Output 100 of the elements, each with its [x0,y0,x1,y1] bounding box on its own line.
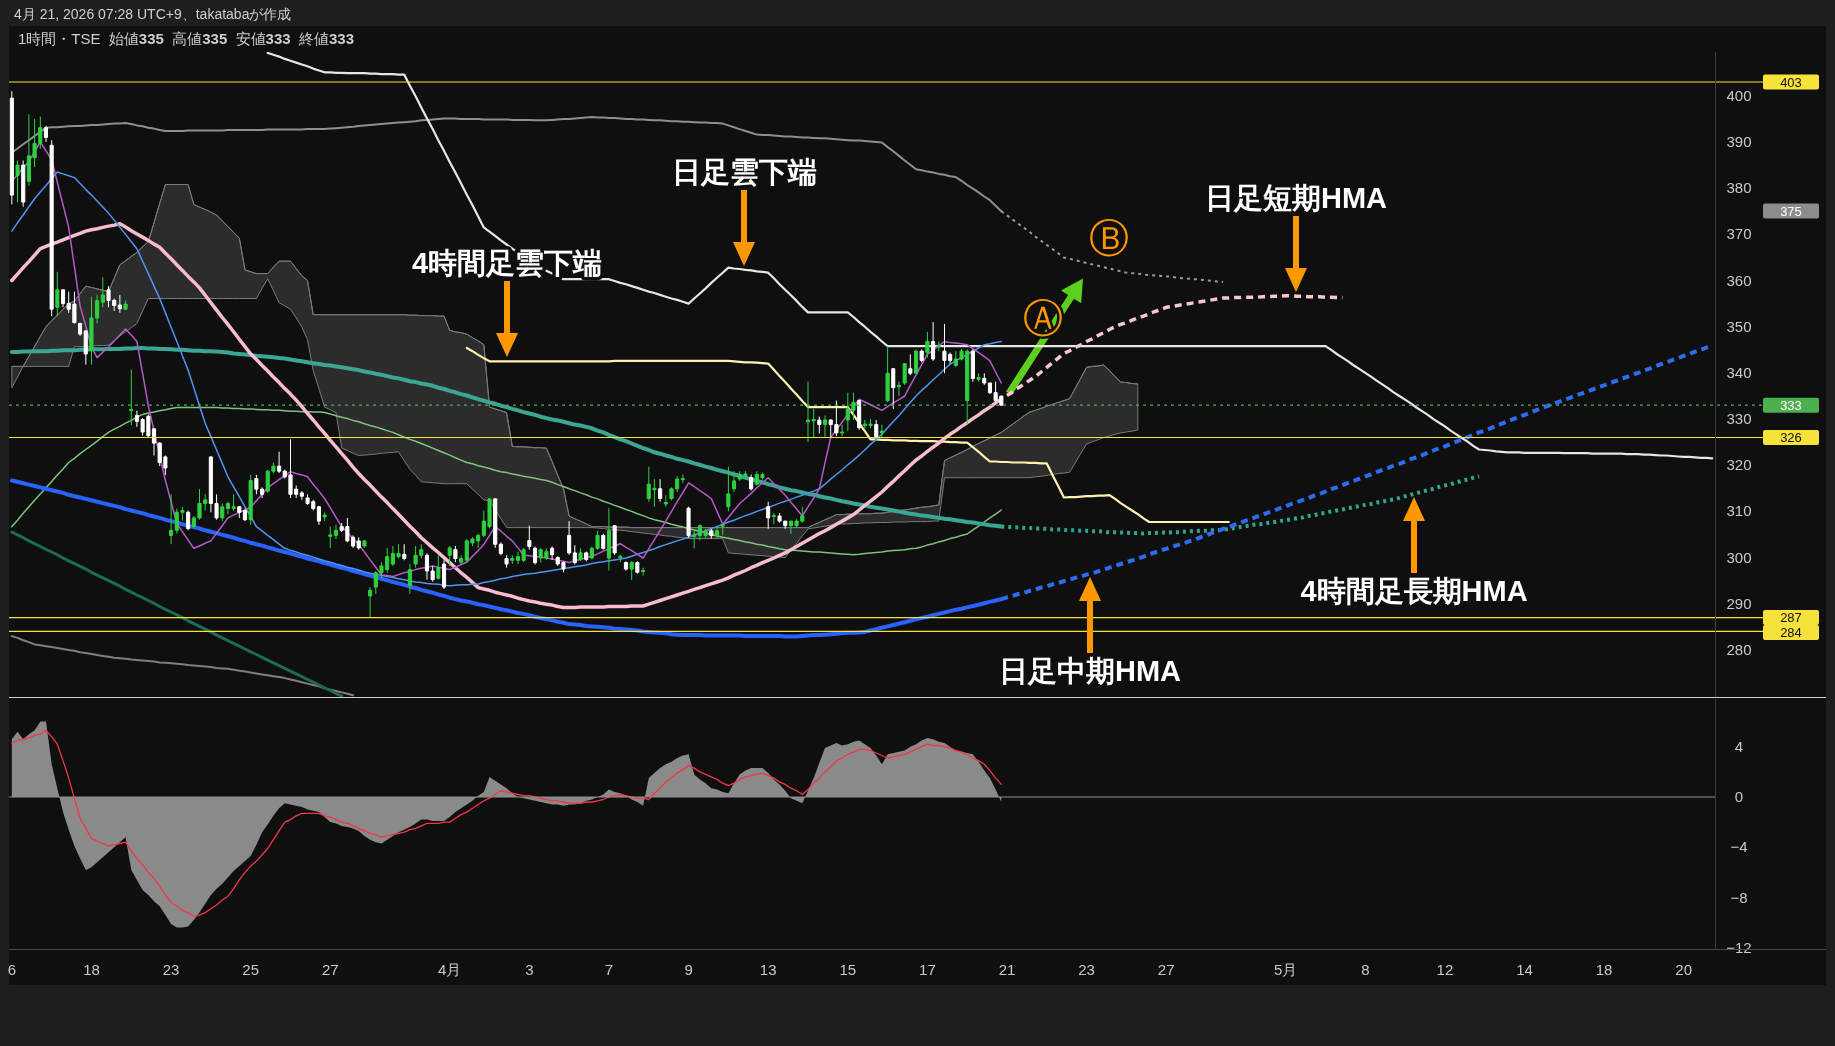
candlestick [606,507,611,571]
candlestick [55,271,60,317]
candlestick [220,503,225,522]
candlestick [123,299,128,311]
y-tick-label: 280 [1726,640,1752,658]
x-tick-label: 27 [1157,961,1175,978]
candlestick [248,474,253,526]
candlestick [823,414,828,438]
candlestick [407,563,412,595]
x-tick-label: 14 [1516,961,1533,978]
x-tick-label: 23 [1078,961,1095,978]
y-tick-label: 290 [1726,594,1752,612]
candlestick [732,470,737,493]
candlestick [78,322,83,337]
line-series [465,346,1230,524]
text: 375 [1780,203,1802,219]
annotation: Ⓑ [1089,216,1129,260]
x-tick-label: 15 [839,961,857,978]
y-tick-label: 340 [1726,363,1752,381]
candlestick [766,501,771,530]
x-tick-label: 9 [684,961,693,978]
candlestick [874,419,879,438]
y-tick-label: 0 [1734,788,1744,805]
ref-line-label: 326 [1780,430,1802,445]
candlestick [623,560,629,571]
x-tick-label: 20 [1675,961,1693,978]
candlestick [572,544,577,565]
y-tick-label: 310 [1726,502,1752,520]
x-tick-label: 8 [1361,961,1370,978]
y-tick-label: −8 [1730,888,1748,906]
candlestick [368,586,373,618]
x-tick-label: 17 [919,961,936,978]
candlestick [914,348,919,374]
candlestick [840,424,845,437]
ref-line-label: 333 [1780,397,1802,413]
y-tick-label: 300 [1726,548,1752,566]
candlestick [504,554,509,569]
ref-line-label: 403 [1780,74,1802,90]
candlestick [578,547,583,562]
x-tick-label: 4月 [438,961,462,978]
candlestick [447,545,452,567]
candlestick [709,528,714,540]
candlestick [641,567,646,577]
x-tick-label: 18 [83,961,100,978]
candlestick [771,512,776,525]
candlestick [936,341,941,352]
candlestick [635,560,640,575]
x-tick-label: 21 [998,961,1016,978]
chart-title: 1時間・TSE 始値335 高値335 安値333 終値333 [18,30,355,47]
candlestick [117,294,122,314]
candlestick [15,160,20,203]
candlestick [436,554,441,581]
y-tick-label: 330 [1726,410,1752,428]
line-series [1005,294,1345,398]
ref-line-label: 284 [1780,625,1802,641]
candlestick [100,276,105,308]
candlestick [931,321,936,362]
candlestick [356,536,361,551]
line-series [11,406,1003,556]
candlestick [186,510,191,531]
candlestick [299,490,304,501]
x-tick-label: 27 [321,961,339,978]
x-tick-label: 18 [1595,961,1613,978]
y-tick-label: 400 [1726,86,1752,104]
candlestick [817,416,822,434]
candlestick [277,451,282,474]
candlestick [618,554,623,563]
candlestick [726,466,731,512]
candlestick [658,478,663,503]
candlestick [567,520,572,556]
candlestick [629,560,634,581]
candlestick [885,345,890,403]
candlestick [49,139,54,317]
y-tick-label: 390 [1726,133,1752,150]
x-tick-label: 23 [162,961,180,978]
candlestick [402,543,407,561]
candlestick [584,551,589,562]
candlestick [749,474,754,492]
x-tick-label: 25 [242,961,260,978]
y-tick-label: 380 [1726,179,1752,197]
y-tick-label: 370 [1726,225,1752,243]
candlestick [498,541,503,556]
candlestick [550,546,555,561]
candlestick [686,506,691,538]
candlestick [970,348,975,383]
x-tick-label: 12 [1436,961,1454,978]
candlestick [43,125,48,143]
annotation: 日足短期HMA [1204,182,1388,214]
candlestick [692,530,697,549]
candlestick [714,525,720,540]
candlestick [510,554,515,565]
candlestick [908,353,913,376]
candlestick [891,368,896,410]
candlestick [919,348,924,363]
annotation: 4時間足長期HMA [1300,575,1528,607]
candlestick [720,523,725,536]
candlestick [362,539,367,549]
line-series [10,530,344,697]
line-series [266,52,1714,460]
annotation: 日足中期HMA [998,655,1182,687]
